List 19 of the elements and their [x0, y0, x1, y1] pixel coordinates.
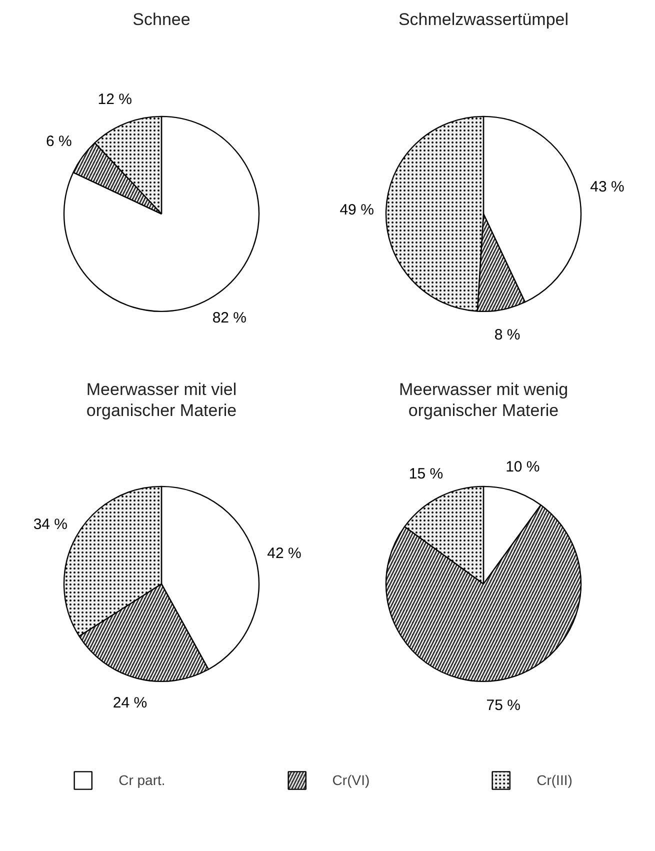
data-label: 82 % [212, 309, 247, 326]
chart-title: Meerwasser mit wenig organischer Materie [398, 380, 568, 420]
legend-label: Cr(VI) [332, 772, 370, 788]
data-label: 12 % [98, 90, 132, 108]
data-label: 6 % [46, 133, 72, 150]
chart-title: Schmelzwassertümpel [398, 10, 569, 30]
data-label: 43 % [590, 178, 624, 196]
data-label: 15 % [408, 466, 444, 483]
data-label: 42 % [267, 544, 302, 562]
chart-title: Schnee [132, 10, 190, 30]
legend-label: Cr part. [118, 772, 166, 788]
data-label: 10 % [506, 458, 540, 476]
data-label: 75 % [486, 697, 520, 714]
legend-label: Cr(III) [536, 772, 572, 788]
data-label: 8 % [494, 326, 520, 344]
data-label: 34 % [33, 516, 68, 534]
data-label: 49 % [340, 202, 374, 219]
chart-title: Meerwasser mit viel organischer Materie [86, 380, 237, 420]
data-label: 24 % [112, 694, 148, 712]
